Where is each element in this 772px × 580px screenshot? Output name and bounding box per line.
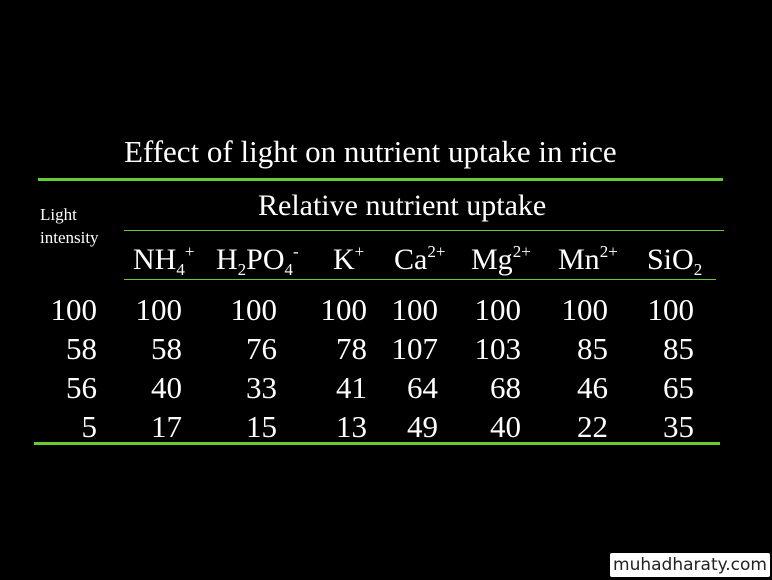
cell-light-intensity: 5	[81, 409, 98, 444]
subtitle-divider	[124, 230, 724, 231]
cell-mg: 100	[474, 292, 522, 327]
table-bottom-rule	[34, 442, 720, 445]
cell-nh4: 58	[151, 331, 182, 366]
header-divider	[124, 279, 716, 280]
cell-nh4: 40	[151, 370, 182, 405]
light-label-line2: intensity	[40, 228, 99, 247]
cell-mn: 46	[577, 370, 608, 405]
column-header-mn: Mn2+	[558, 242, 618, 276]
cell-nh4: 100	[135, 292, 183, 327]
cell-sio2: 35	[663, 409, 694, 444]
cell-light-intensity: 100	[50, 292, 98, 327]
cell-mn: 100	[561, 292, 609, 327]
cell-mn: 22	[577, 409, 608, 444]
cell-k: 13	[336, 409, 367, 444]
cell-mg: 103	[474, 331, 522, 366]
cell-k: 41	[336, 370, 367, 405]
slide-title: Effect of light on nutrient uptake in ri…	[124, 134, 617, 169]
cell-k: 100	[320, 292, 368, 327]
cell-mg: 68	[490, 370, 521, 405]
cell-h2po4: 33	[246, 370, 277, 405]
column-header-k: K+	[333, 242, 365, 276]
column-header-ca: Ca2+	[394, 242, 446, 276]
watermark-logo: muhadharaty.com	[610, 553, 770, 577]
cell-ca: 64	[407, 370, 438, 405]
column-header-mg: Mg2+	[471, 242, 531, 276]
cell-mg: 40	[490, 409, 521, 444]
cell-mn: 85	[577, 331, 608, 366]
cell-h2po4: 76	[246, 331, 277, 366]
cell-nh4: 17	[151, 409, 182, 444]
cell-light-intensity: 56	[66, 370, 97, 405]
cell-sio2: 100	[647, 292, 695, 327]
column-header-nh4: NH4+	[133, 242, 195, 279]
light-label-line1: Light	[40, 205, 77, 224]
cell-ca: 100	[391, 292, 439, 327]
column-header-h2po4: H2PO4-	[216, 242, 299, 279]
title-underline	[38, 178, 723, 181]
table-subtitle: Relative nutrient uptake	[258, 189, 547, 222]
cell-sio2: 65	[663, 370, 694, 405]
cell-h2po4: 15	[246, 409, 277, 444]
cell-k: 78	[336, 331, 367, 366]
cell-ca: 49	[407, 409, 438, 444]
cell-h2po4: 100	[230, 292, 278, 327]
cell-ca: 107	[391, 331, 439, 366]
cell-sio2: 85	[663, 331, 694, 366]
light-intensity-label: Light intensity	[40, 203, 99, 249]
column-header-sio2: SiO2	[647, 243, 703, 279]
cell-light-intensity: 58	[66, 331, 97, 366]
